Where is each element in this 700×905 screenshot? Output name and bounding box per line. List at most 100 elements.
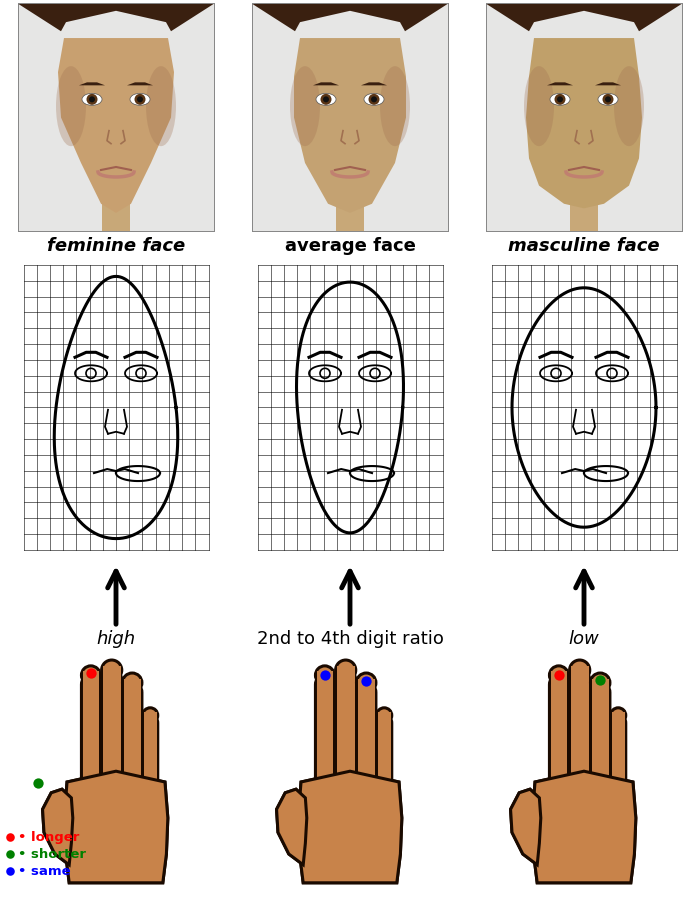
Bar bbox=[18, 58, 213, 59]
Bar bbox=[486, 129, 682, 130]
Bar bbox=[486, 75, 682, 76]
Bar bbox=[18, 19, 213, 20]
Bar bbox=[486, 49, 682, 50]
Bar bbox=[253, 112, 447, 113]
Bar bbox=[486, 174, 682, 175]
Bar bbox=[253, 155, 447, 156]
Bar bbox=[18, 191, 213, 192]
Bar bbox=[486, 39, 682, 40]
Bar bbox=[486, 150, 682, 151]
Bar bbox=[18, 140, 213, 141]
Bar bbox=[18, 107, 213, 108]
Polygon shape bbox=[298, 771, 402, 882]
Bar bbox=[253, 176, 447, 177]
Bar bbox=[486, 111, 682, 112]
Bar bbox=[253, 174, 447, 175]
Point bbox=[4, 863, 15, 878]
Bar bbox=[486, 77, 682, 78]
Bar bbox=[486, 48, 682, 49]
Bar bbox=[253, 13, 447, 14]
Bar bbox=[486, 127, 682, 128]
Bar bbox=[18, 171, 213, 172]
Bar bbox=[18, 13, 213, 14]
Text: 2nd to 4th digit ratio: 2nd to 4th digit ratio bbox=[257, 630, 443, 648]
Bar bbox=[253, 48, 447, 49]
Bar bbox=[253, 204, 447, 205]
Bar bbox=[18, 161, 213, 162]
Bar bbox=[18, 84, 213, 85]
Bar bbox=[486, 110, 682, 111]
Bar bbox=[253, 79, 447, 80]
Bar bbox=[18, 160, 213, 161]
Bar bbox=[253, 88, 447, 89]
Bar bbox=[253, 185, 447, 186]
Bar bbox=[18, 59, 213, 60]
Bar bbox=[486, 95, 682, 96]
Bar bbox=[486, 158, 682, 159]
Bar bbox=[253, 212, 447, 213]
Bar bbox=[253, 143, 447, 144]
Polygon shape bbox=[486, 4, 682, 32]
Bar bbox=[253, 28, 447, 29]
Bar bbox=[18, 24, 213, 25]
Point bbox=[319, 668, 330, 682]
Bar bbox=[486, 21, 682, 22]
Bar bbox=[486, 103, 682, 104]
Bar bbox=[18, 186, 213, 187]
Bar bbox=[18, 102, 213, 103]
Bar bbox=[18, 113, 213, 114]
Bar bbox=[18, 112, 213, 113]
Bar bbox=[253, 85, 447, 86]
Bar bbox=[486, 26, 682, 27]
Bar bbox=[253, 224, 447, 225]
Bar bbox=[486, 183, 682, 184]
Bar bbox=[18, 50, 213, 51]
Bar bbox=[253, 164, 447, 165]
Bar bbox=[486, 204, 682, 205]
Bar bbox=[486, 71, 682, 72]
Bar bbox=[18, 127, 213, 128]
Bar bbox=[253, 38, 447, 39]
Bar bbox=[486, 145, 682, 146]
Bar bbox=[253, 222, 447, 223]
Ellipse shape bbox=[290, 66, 320, 146]
Bar bbox=[18, 4, 213, 231]
Bar bbox=[486, 207, 682, 208]
Bar bbox=[253, 65, 447, 66]
Bar bbox=[486, 98, 682, 99]
Bar bbox=[253, 175, 447, 176]
Point bbox=[4, 847, 15, 862]
Bar bbox=[486, 38, 682, 39]
Bar bbox=[18, 20, 213, 21]
Bar bbox=[316, 672, 333, 786]
Bar bbox=[486, 214, 682, 215]
Bar bbox=[486, 144, 682, 145]
Bar bbox=[253, 102, 447, 103]
Bar bbox=[18, 189, 213, 190]
Bar bbox=[486, 141, 682, 142]
Bar bbox=[486, 20, 682, 21]
Text: • longer: • longer bbox=[18, 831, 79, 843]
Bar bbox=[253, 117, 447, 118]
FancyBboxPatch shape bbox=[316, 676, 334, 786]
Bar bbox=[124, 679, 141, 784]
Bar bbox=[18, 54, 213, 55]
Bar bbox=[486, 128, 682, 129]
Bar bbox=[18, 175, 213, 176]
Bar bbox=[18, 222, 213, 223]
Bar bbox=[18, 199, 213, 200]
Bar bbox=[18, 104, 213, 105]
Bar bbox=[253, 89, 447, 90]
Bar bbox=[18, 119, 213, 120]
Bar bbox=[253, 139, 447, 140]
Bar bbox=[486, 121, 682, 122]
Bar bbox=[18, 75, 213, 76]
Bar bbox=[253, 192, 447, 193]
Bar bbox=[253, 216, 447, 217]
Bar bbox=[18, 68, 213, 69]
Bar bbox=[253, 36, 447, 37]
Bar bbox=[253, 198, 447, 199]
FancyBboxPatch shape bbox=[122, 683, 142, 784]
Bar bbox=[253, 197, 447, 198]
Ellipse shape bbox=[82, 93, 102, 105]
